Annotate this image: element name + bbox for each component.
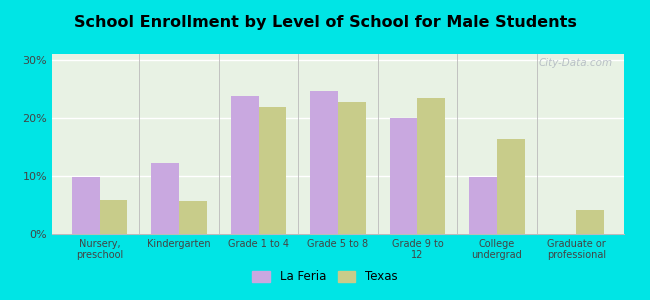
- Bar: [469, 177, 497, 234]
- Bar: [497, 140, 525, 234]
- Bar: [179, 201, 207, 234]
- Bar: [99, 200, 127, 234]
- Bar: [389, 118, 417, 234]
- Text: School Enrollment by Level of School for Male Students: School Enrollment by Level of School for…: [73, 15, 577, 30]
- Bar: [310, 91, 338, 234]
- Bar: [259, 107, 287, 234]
- Text: City-Data.com: City-Data.com: [538, 58, 612, 68]
- Bar: [151, 163, 179, 234]
- Bar: [72, 177, 99, 234]
- Bar: [577, 210, 604, 234]
- Legend: La Feria, Texas: La Feria, Texas: [248, 266, 402, 288]
- Bar: [417, 98, 445, 234]
- Bar: [231, 96, 259, 234]
- Bar: [338, 102, 366, 234]
